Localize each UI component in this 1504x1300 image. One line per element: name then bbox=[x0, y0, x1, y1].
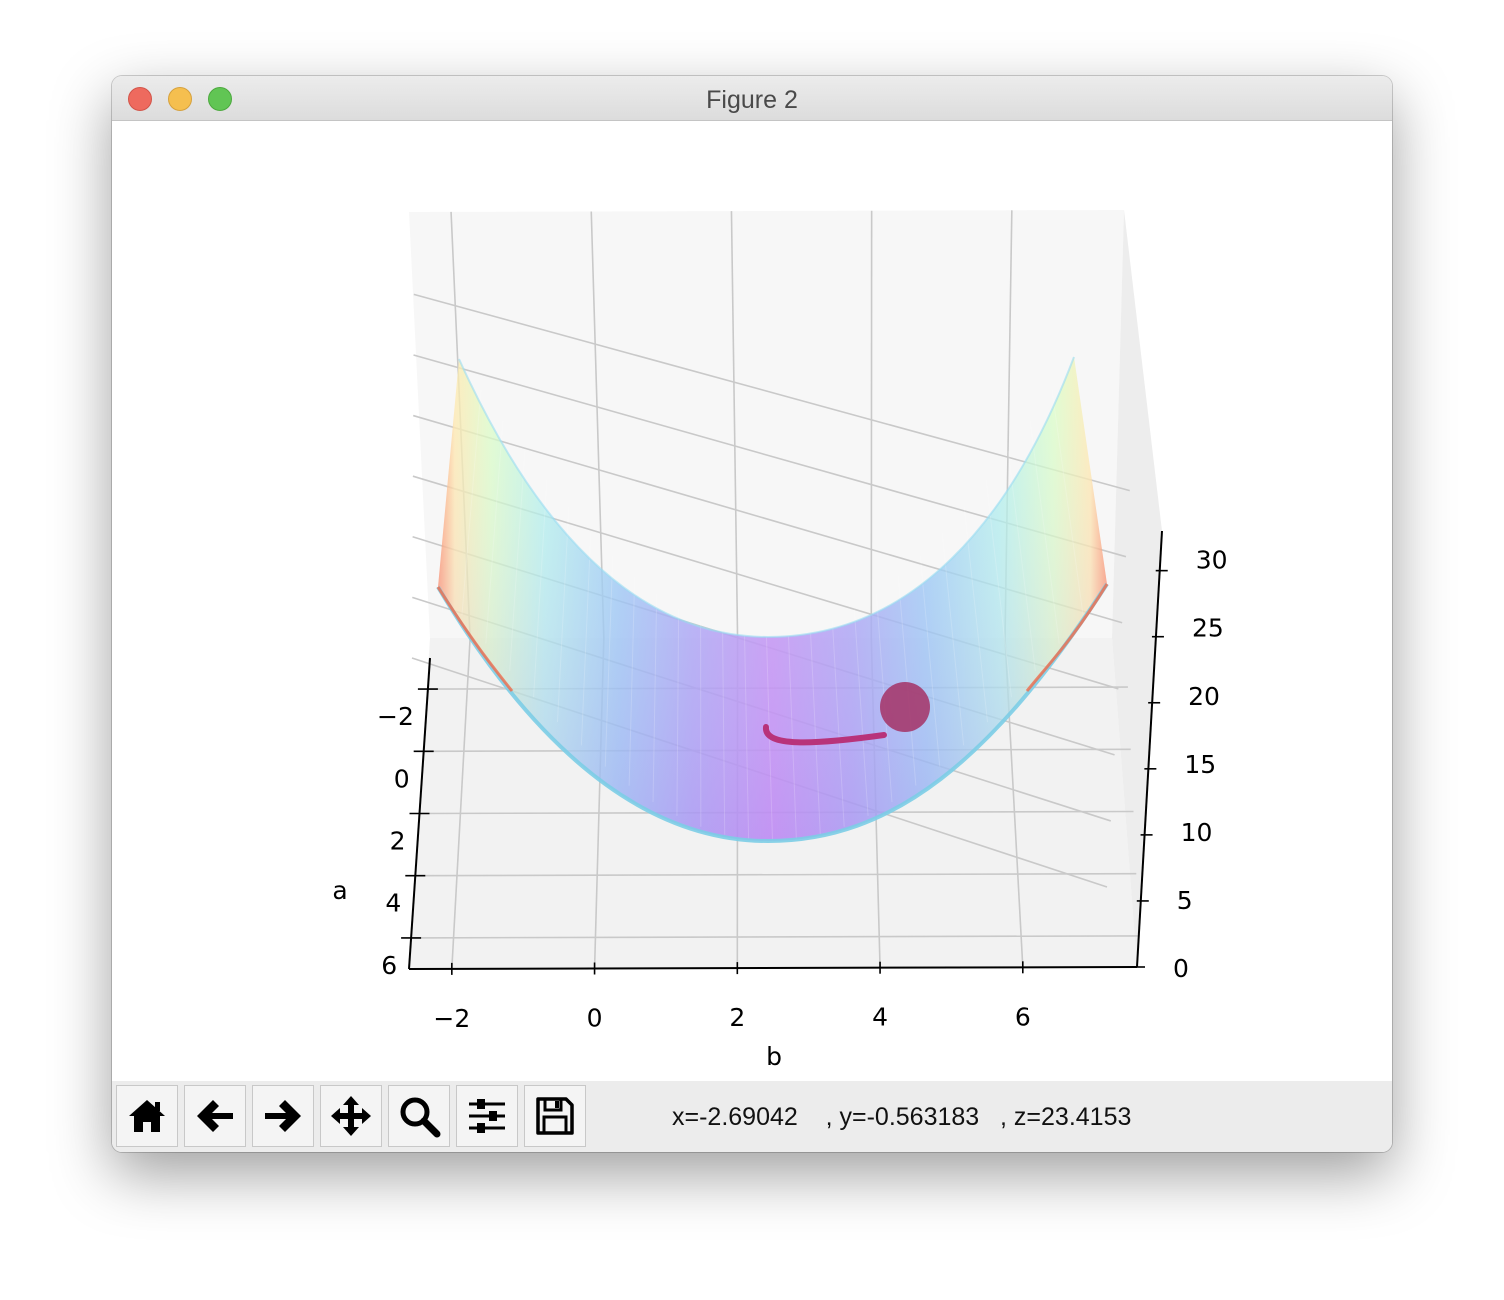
surface-shading bbox=[438, 357, 1107, 841]
b-axis-line bbox=[408, 966, 1138, 970]
navigation-toolbar: x=-2.69042 , y=-0.563183 , z=23.4153 bbox=[112, 1081, 1392, 1152]
figure-window: Figure 2 bbox=[112, 76, 1392, 1152]
surface-edge-left bbox=[436, 586, 514, 692]
axis-ticks: −2 0 2 4 6 −2 0 2 4 6 0 5 10 15 20 25 30 bbox=[377, 546, 1227, 1033]
surface-edge-right bbox=[1025, 583, 1109, 692]
b-tick-label: 2 bbox=[729, 1003, 745, 1032]
a-tick-label: 6 bbox=[381, 951, 397, 980]
surface-mesh-line bbox=[628, 576, 636, 786]
surface-rim-front bbox=[436, 582, 1109, 844]
surface-mesh-line bbox=[652, 594, 658, 803]
surface-mesh-line bbox=[831, 621, 845, 827]
zoom-button[interactable] bbox=[388, 1085, 450, 1147]
arrow-left-icon bbox=[197, 1100, 233, 1132]
arrow-right-icon bbox=[265, 1100, 301, 1132]
home-button[interactable] bbox=[116, 1085, 178, 1147]
pan-button[interactable] bbox=[320, 1085, 382, 1147]
z-tick-label: 5 bbox=[1177, 886, 1193, 915]
cursor-coordinates: x=-2.69042 , y=-0.563183 , z=23.4153 bbox=[672, 1103, 1131, 1132]
trajectory-path bbox=[763, 724, 887, 746]
plot-canvas[interactable]: −2 0 2 4 6 −2 0 2 4 6 0 5 10 15 20 25 30 b a bbox=[112, 121, 1392, 1081]
surface-mesh-line bbox=[744, 635, 750, 840]
back-wall-pane bbox=[409, 210, 1124, 638]
z-tick-label: 0 bbox=[1173, 954, 1189, 983]
minimize-window-button[interactable] bbox=[168, 87, 192, 111]
z-axis-line bbox=[1136, 530, 1163, 968]
grid-line-b-wall bbox=[590, 211, 605, 639]
save-button[interactable] bbox=[524, 1085, 586, 1147]
descent-trajectory bbox=[763, 682, 930, 746]
z-tick-label: 15 bbox=[1184, 750, 1216, 779]
coord-y: , y=-0.563183 bbox=[825, 1103, 980, 1131]
z-tick-label: 20 bbox=[1188, 682, 1220, 711]
grid-line-a bbox=[415, 872, 1137, 877]
home-icon bbox=[129, 1100, 165, 1132]
grid-line-a bbox=[411, 935, 1140, 939]
a-tick-label: 4 bbox=[385, 889, 401, 918]
b-tick-label: 6 bbox=[1015, 1002, 1031, 1031]
floppy-disk-icon bbox=[536, 1097, 574, 1135]
surface-mesh-line bbox=[919, 555, 941, 767]
coord-z: , z=23.4153 bbox=[1000, 1103, 1132, 1131]
magnifier-icon bbox=[400, 1097, 441, 1138]
move-icon bbox=[331, 1096, 371, 1136]
grid-line-z bbox=[413, 293, 1130, 492]
surface-mesh-line bbox=[604, 555, 614, 767]
surface-mesh-line bbox=[1051, 390, 1084, 616]
surface-mesh-line bbox=[676, 609, 680, 816]
forward-button[interactable] bbox=[252, 1085, 314, 1147]
side-wall-pane bbox=[1112, 210, 1162, 967]
surface-mesh-line bbox=[580, 532, 592, 746]
surface-mesh-line bbox=[809, 630, 821, 835]
b-tick-label: 0 bbox=[587, 1003, 603, 1032]
back-button[interactable] bbox=[184, 1085, 246, 1147]
surface-mesh-line bbox=[485, 420, 504, 644]
maximize-window-button[interactable] bbox=[208, 87, 232, 111]
surface-rim-back bbox=[458, 356, 1075, 639]
surface-mesh-line bbox=[853, 609, 869, 816]
title-bar: Figure 2 bbox=[112, 76, 1392, 121]
surface-mesh-line bbox=[533, 479, 548, 698]
z-tick-label: 30 bbox=[1196, 546, 1228, 575]
surface-mesh-line bbox=[897, 576, 917, 786]
a-tick-label: 2 bbox=[390, 827, 406, 856]
surface-mesh-line bbox=[941, 532, 965, 746]
grid-line-b-wall bbox=[730, 211, 739, 639]
y-axis-label: a bbox=[332, 876, 347, 905]
z-tick-label: 25 bbox=[1192, 614, 1224, 643]
sliders-icon bbox=[469, 1099, 505, 1133]
coord-x: x=-2.69042 bbox=[672, 1103, 798, 1131]
surface-mesh-line bbox=[461, 390, 482, 616]
configure-subplots-button[interactable] bbox=[456, 1085, 518, 1147]
surface-mesh-line bbox=[1029, 420, 1060, 644]
close-window-button[interactable] bbox=[128, 87, 152, 111]
surface-mesh-line bbox=[722, 630, 726, 835]
window-title: Figure 2 bbox=[706, 86, 798, 114]
surface-mesh-line bbox=[556, 506, 570, 723]
x-axis-label: b bbox=[766, 1042, 782, 1071]
grid-line-b bbox=[451, 637, 471, 969]
b-tick-label: 4 bbox=[872, 1003, 888, 1032]
a-tick-label: −2 bbox=[377, 702, 414, 731]
surface-mesh-line bbox=[509, 450, 526, 671]
z-tick-label: 10 bbox=[1181, 818, 1213, 847]
loss-surface bbox=[436, 356, 1109, 844]
b-tick-label: −2 bbox=[433, 1004, 470, 1033]
a-tick-label: 0 bbox=[394, 764, 410, 793]
surface-mesh-line bbox=[787, 635, 797, 840]
surface-mesh-line bbox=[1007, 450, 1036, 671]
trajectory-end-marker bbox=[880, 682, 930, 732]
